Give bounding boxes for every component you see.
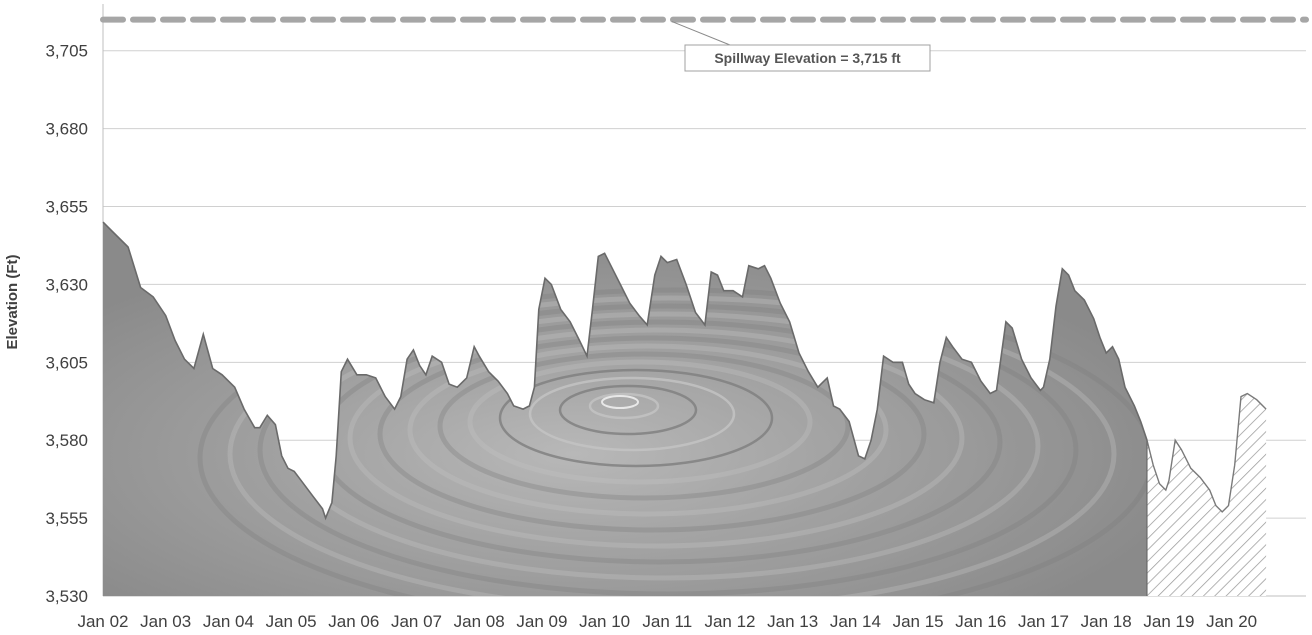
elevation-line-observed	[102, 221, 1148, 521]
y-tick-label: 3,605	[45, 353, 88, 372]
x-tick-label: Jan 12	[704, 612, 755, 631]
series-layer	[102, 221, 1267, 596]
x-tick-label: Jan 14	[830, 612, 881, 631]
x-tick-label: Jan 16	[955, 612, 1006, 631]
annotation-leader-line	[671, 21, 731, 46]
x-tick-label: Jan 06	[328, 612, 379, 631]
x-axis: Jan 02 Jan 03 Jan 04 Jan 05 Jan 06 Jan 07 Jan …	[77, 595, 1306, 631]
x-tick-label: Jan 20	[1206, 612, 1257, 631]
x-tick-label: Jan 03	[140, 612, 191, 631]
x-tick-label: Jan 18	[1081, 612, 1132, 631]
x-tick-label: Jan 15	[893, 612, 944, 631]
x-tick-label: Jan 09	[516, 612, 567, 631]
y-tick-label: 3,655	[45, 198, 88, 217]
y-tick-label: 3,630	[45, 275, 88, 294]
x-tick-label: Jan 13	[767, 612, 818, 631]
y-tick-label: 3,580	[45, 431, 88, 450]
x-tick-label: Jan 17	[1018, 612, 1069, 631]
annotation-box	[684, 44, 931, 72]
elevation-line-forecast	[1146, 392, 1267, 513]
x-tick-label: Jan 05	[266, 612, 317, 631]
y-axis-title: Elevation (Ft)	[4, 254, 21, 349]
elevation-area-observed	[103, 222, 1147, 596]
x-tick-label: Jan 04	[203, 612, 254, 631]
x-tick-label: Jan 10	[579, 612, 630, 631]
y-tick-label: 3,530	[45, 587, 88, 606]
elevation-area-forecast	[1147, 393, 1267, 596]
y-tick-label: 3,680	[45, 120, 88, 139]
y-tick-label: 3,705	[45, 42, 88, 61]
x-tick-label: Jan 07	[391, 612, 442, 631]
x-tick-label: Jan 02	[77, 612, 128, 631]
y-tick-label: 3,555	[45, 509, 88, 528]
x-tick-label: Jan 11	[642, 612, 692, 631]
reference-layer: Spillway Elevation = 3,715 ft	[100, 16, 1309, 72]
spillway-annotation-label: Spillway Elevation = 3,715 ft	[714, 50, 901, 66]
x-tick-label: Jan 08	[454, 612, 505, 631]
y-axis: 3,530 3,555 3,580 3,605 3,630 3,655 3,680 3,705	[45, 4, 104, 606]
x-tick-label: Jan 19	[1143, 612, 1194, 631]
